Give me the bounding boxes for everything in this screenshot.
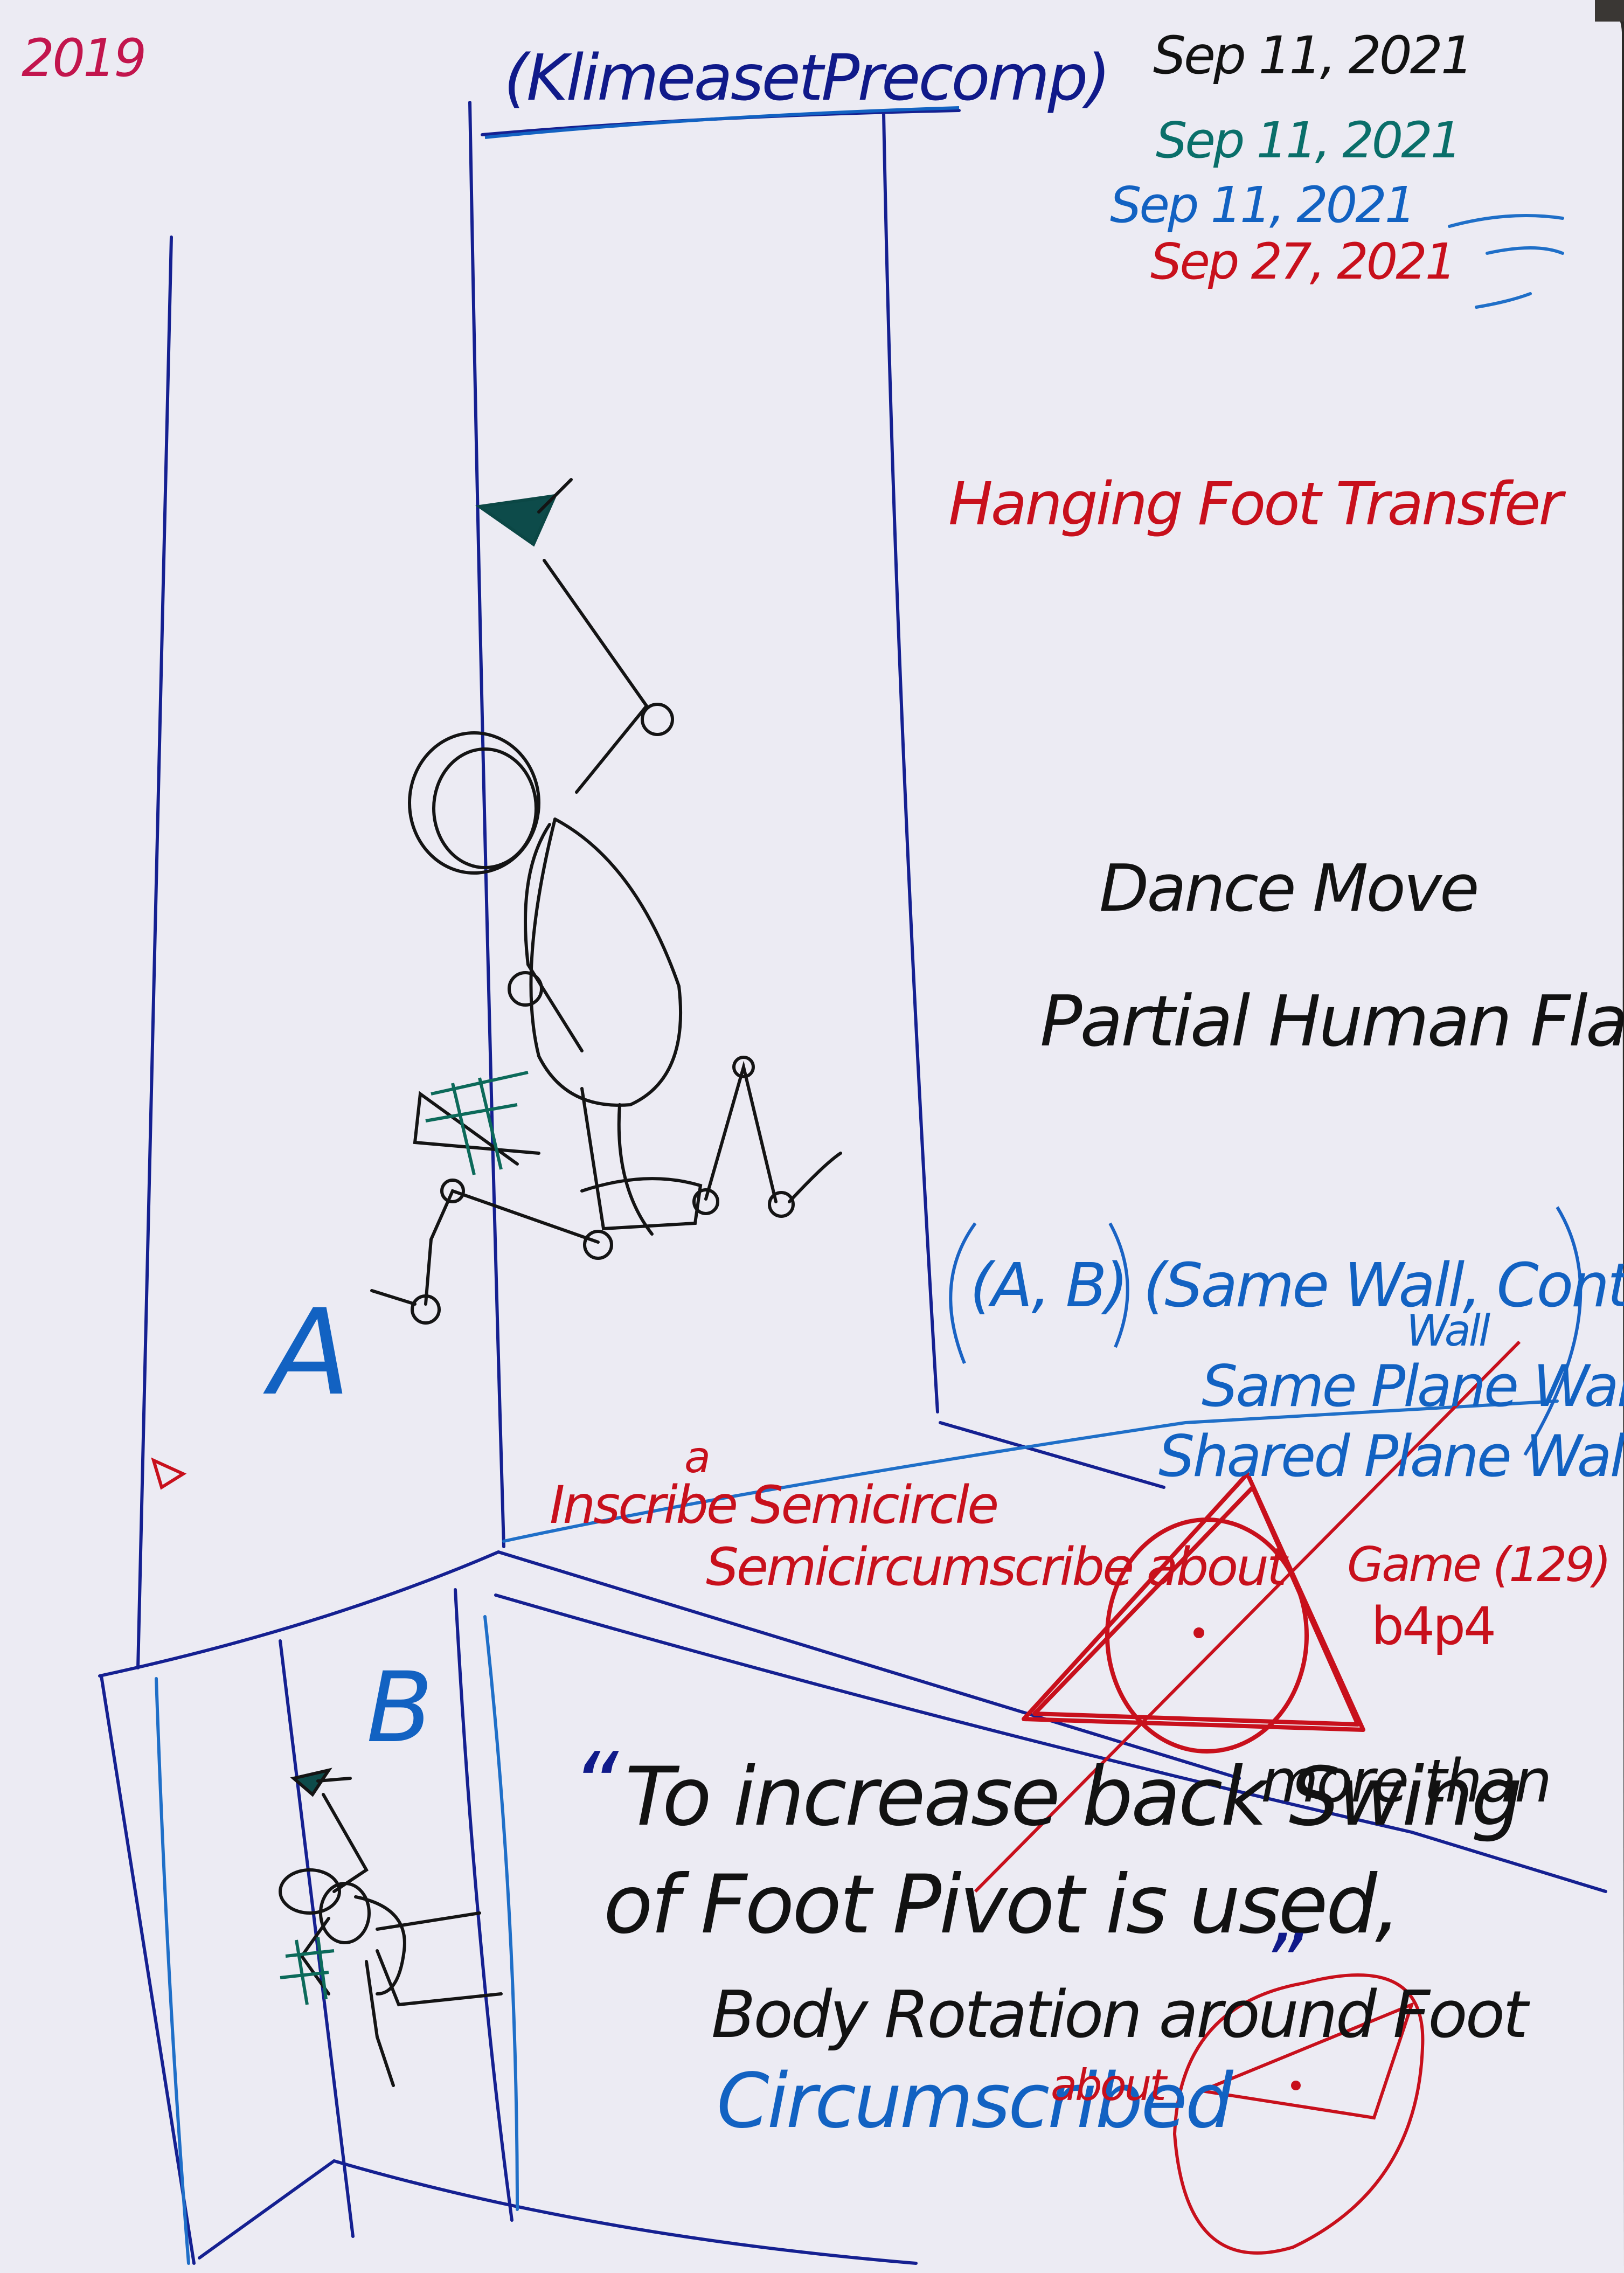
- dance-move: Dance Move: [1099, 851, 1480, 926]
- circumscribed: Circumscribed: [717, 2057, 1233, 2145]
- strike-line: [974, 1340, 1521, 1893]
- about-label: about: [1051, 2060, 1167, 2110]
- page-title: (KlimeasetPrecomp): [504, 40, 1111, 115]
- more-than: more than: [1261, 1747, 1552, 1815]
- foothold-hash-b-icon: [280, 1937, 335, 2005]
- quote-line-3: Body Rotation around Foot: [711, 1978, 1528, 2053]
- date-3: Sep 11, 2021: [1110, 176, 1416, 234]
- game-ref: Game (129): [1347, 1537, 1612, 1592]
- quote-open: “: [571, 1733, 619, 1840]
- b4p4: b4p4: [1371, 1596, 1496, 1657]
- inscribe-semicircle: Inscribe Semicircle: [550, 1475, 999, 1535]
- paren-lines: [949, 1206, 1583, 1456]
- date-2: Sep 11, 2021: [1156, 112, 1462, 169]
- triangle-incircle-icon: [1022, 1472, 1365, 1754]
- quote-close: ”: [1261, 1917, 1303, 2011]
- climber-figure-icon: [370, 478, 842, 1325]
- move-name: Hanging Foot Transfer: [948, 469, 1563, 538]
- inscribe-a: a: [684, 1432, 711, 1482]
- wall-a-lines: [98, 101, 1607, 2265]
- circle-inscribed-triangle-icon: [1172, 1973, 1425, 2255]
- wall-b-lines: [155, 214, 1564, 2265]
- same-plane-wall: Same Plane Wall: [1202, 1353, 1624, 1419]
- shared-plane-wall: Shared Plane Wall: [1158, 1423, 1624, 1489]
- year-label: 2019: [22, 28, 147, 88]
- same-wall-wall: Wall: [1406, 1306, 1490, 1356]
- semicircumscribe-about: Semicircumscribe about: [706, 1537, 1287, 1597]
- wall-a-label: A: [269, 1284, 350, 1422]
- partial-human-flag: Partial Human Flag: [1040, 980, 1624, 1062]
- date-1: Sep 11, 2021: [1153, 25, 1474, 86]
- title-underline: [484, 106, 960, 139]
- quote-line-1: To increase back Swing: [625, 1750, 1523, 1844]
- small-triangle-icon: [151, 1457, 187, 1490]
- quote-line-2b: of Foot Pivot is used,: [603, 1858, 1401, 1952]
- same-wall-line: (A, B) (Same Wall, Continuous: [970, 1251, 1624, 1321]
- foothold-hash-icon: [425, 1071, 529, 1175]
- wall-b-label: B: [366, 1652, 433, 1764]
- climber-figure-b-icon: [279, 1768, 503, 2087]
- date-4: Sep 27, 2021: [1150, 233, 1456, 290]
